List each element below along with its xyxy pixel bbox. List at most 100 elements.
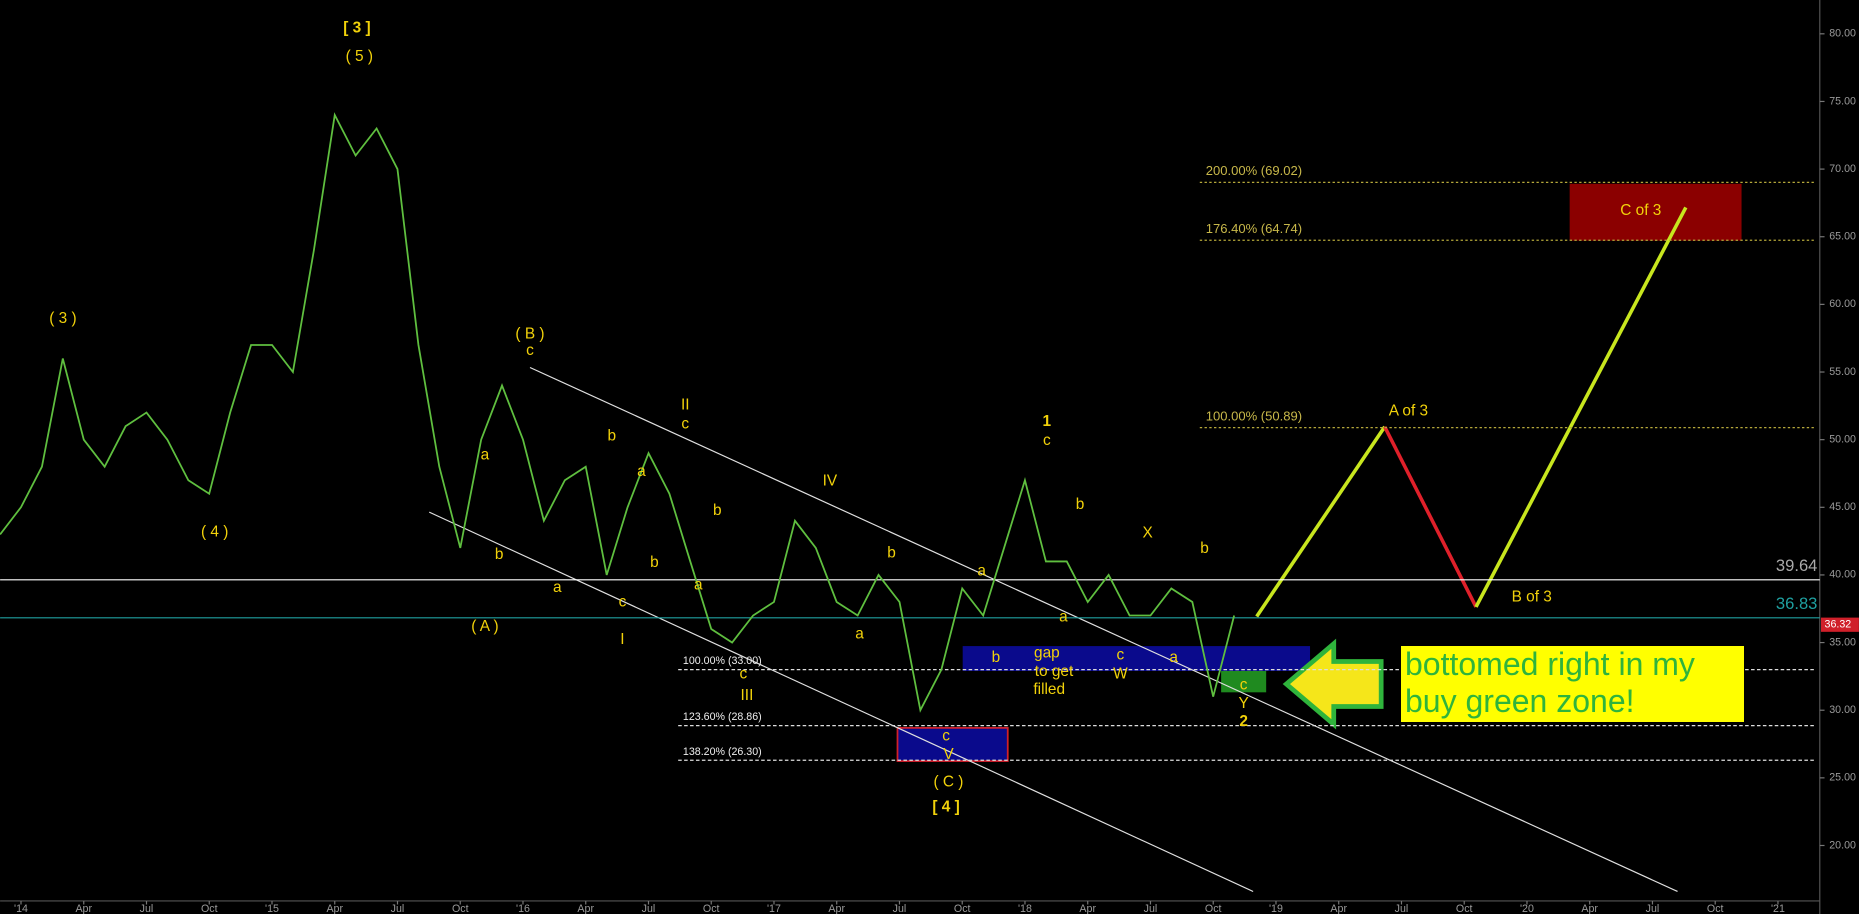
x-tick-label: Apr [577, 903, 594, 914]
wave-label: II [681, 397, 690, 414]
wave-label: ( 4 ) [201, 523, 228, 540]
wave-label: a [855, 625, 864, 642]
y-tick-label: 20.00 [1829, 839, 1856, 851]
channel-upper [529, 366, 1678, 893]
wave-label: c [740, 666, 748, 683]
channel-lower [428, 511, 1254, 893]
wave-label: ( 5 ) [346, 48, 373, 65]
wave-label: a [637, 463, 646, 480]
wave-label: gap [1034, 644, 1060, 661]
wave-label: 1 [1043, 413, 1052, 430]
wave-label: a [694, 577, 703, 594]
wave-label: IV [823, 472, 838, 489]
x-tick-label: '17 [767, 903, 781, 914]
wave-label: c [942, 727, 950, 744]
y-tick-label: 40.00 [1829, 569, 1856, 581]
x-tick-label: Apr [828, 903, 845, 914]
projection-a [1255, 425, 1387, 618]
level-label: 36.83 [1776, 594, 1817, 613]
x-tick-label: Oct [1707, 903, 1724, 914]
wave-label: a [1169, 649, 1178, 666]
y-tick-label: 25.00 [1829, 772, 1856, 784]
wave-label: c [681, 415, 689, 432]
wave-label: ( A ) [471, 618, 498, 635]
y-tick-label: 60.00 [1829, 298, 1856, 310]
wave-label: a [481, 446, 490, 463]
x-tick-label: '19 [1269, 903, 1283, 914]
wave-label: c [619, 593, 627, 610]
plot-area: 20.00 25.00 30.00 35.00 40.00 45.00 50.00 55.00… [0, 20, 1859, 914]
x-tick-label: Apr [1330, 903, 1347, 914]
x-tick-label: Apr [326, 903, 343, 914]
wave-label: a [1059, 609, 1068, 626]
x-tick-label: Jul [893, 903, 907, 914]
wave-label: Y [1239, 695, 1249, 712]
level-label: 39.64 [1776, 556, 1817, 575]
x-tick-label: Oct [703, 903, 720, 914]
x-tick-label: Oct [1456, 903, 1473, 914]
wave-label: c [1117, 647, 1125, 664]
wave-label: B of 3 [1512, 589, 1552, 606]
wave-label: [ 4 ] [932, 798, 959, 815]
y-tick-label: 70.00 [1829, 163, 1856, 175]
x-tick-label: Jul [642, 903, 656, 914]
wave-label: ( 3 ) [49, 310, 76, 327]
x-tick-label: '16 [516, 903, 530, 914]
wave-label: filled [1033, 681, 1065, 698]
wave-label: a [553, 579, 562, 596]
x-tick-label: Apr [1079, 903, 1096, 914]
wave-label: b [992, 649, 1001, 666]
wave-label: X [1142, 525, 1152, 542]
x-tick-label: Oct [1205, 903, 1222, 914]
x-tick-label: Jul [391, 903, 405, 914]
callout: bottomed right in my buy green zone! [1401, 646, 1744, 722]
y-tick-label: 45.00 [1829, 501, 1856, 513]
wave-label: b [495, 546, 504, 563]
x-tick-label: Oct [954, 903, 971, 914]
wave-label: ( C ) [933, 773, 963, 790]
fib-label: 200.00% (69.02) [1206, 163, 1302, 178]
x-tick-label: Apr [1581, 903, 1598, 914]
gap-zone [962, 646, 1311, 671]
target-zone [896, 726, 1009, 762]
x-tick-label: Oct [201, 903, 218, 914]
buy-zone [1221, 670, 1267, 693]
arrow [1282, 638, 1384, 730]
wave-label: A of 3 [1389, 402, 1428, 419]
fib-label: 100.00% (33.00) [683, 655, 762, 667]
last-price-label: 36.32 [1825, 619, 1852, 631]
x-tick-label: '21 [1771, 903, 1785, 914]
fib-label: 100.00% (50.89) [1206, 408, 1302, 423]
wave-label: a [977, 562, 986, 579]
last-price-badge [1820, 617, 1859, 632]
y-tick-label: 30.00 [1829, 704, 1856, 716]
x-tick-label: Jul [1646, 903, 1660, 914]
y-tick-label: 80.00 [1829, 28, 1856, 40]
x-tick-label: Jul [1144, 903, 1158, 914]
wave-label: c [526, 342, 534, 359]
x-tick-label: '15 [265, 903, 279, 914]
x-tick-label: Oct [452, 903, 469, 914]
wave-label: ( B ) [515, 325, 544, 342]
y-tick-label: 65.00 [1829, 231, 1856, 243]
price-line [0, 112, 1236, 713]
wave-label: I [620, 631, 624, 648]
y-tick-label: 75.00 [1829, 95, 1856, 107]
wave-label: V [943, 746, 954, 763]
x-tick-label: Jul [140, 903, 154, 914]
wave-label: b [608, 427, 617, 444]
wave-label: b [650, 554, 659, 571]
y-tick-label: 50.00 [1829, 433, 1856, 445]
wave-label: W [1113, 666, 1128, 683]
wave-label: b [713, 502, 722, 519]
y-tick-label: 55.00 [1829, 366, 1856, 378]
fib-label: 123.60% (28.86) [683, 711, 762, 723]
wave-label: b [1200, 540, 1209, 557]
wave-label: 2 [1239, 713, 1248, 730]
x-tick-label: Jul [1395, 903, 1409, 914]
x-tick-label: '18 [1018, 903, 1032, 914]
x-tick-label: Apr [75, 903, 92, 914]
projection-c [1474, 206, 1688, 608]
